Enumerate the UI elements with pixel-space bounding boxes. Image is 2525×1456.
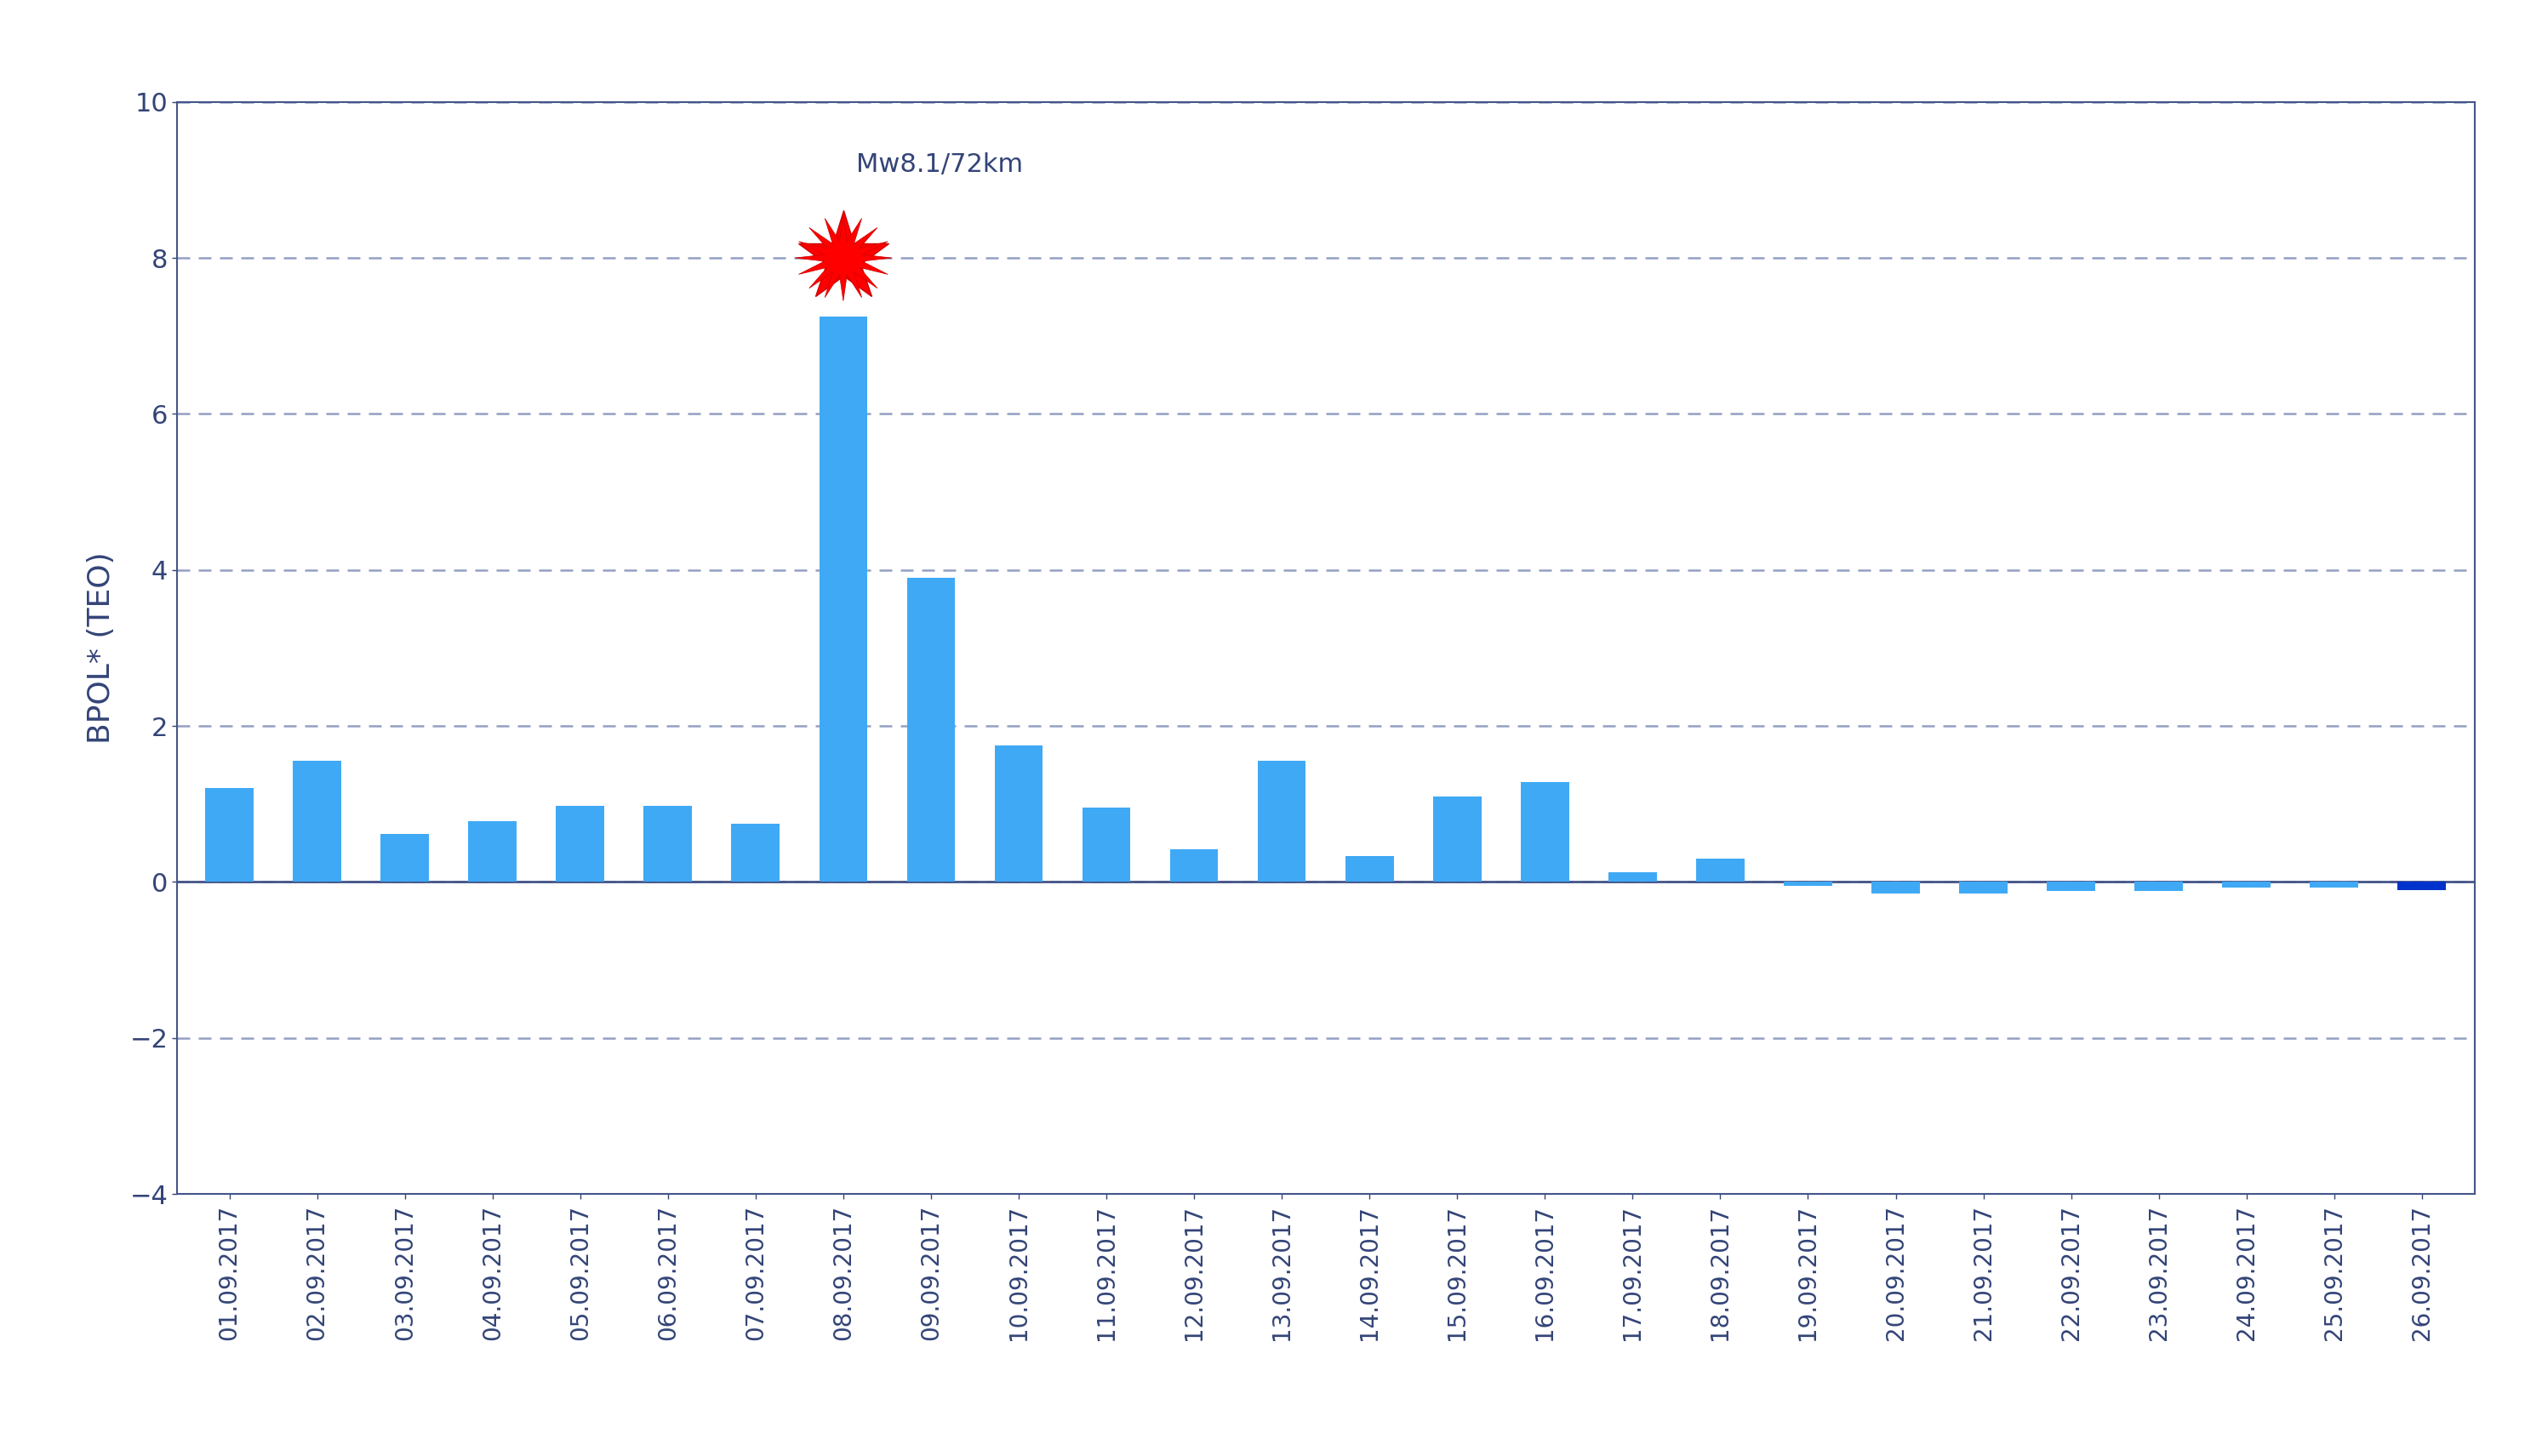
Bar <box>1783 882 1833 885</box>
Bar <box>2134 882 2184 891</box>
Bar <box>1520 782 1568 882</box>
Bar <box>2048 882 2096 891</box>
Bar <box>995 745 1043 882</box>
Bar <box>556 807 603 882</box>
Bar <box>1871 882 1919 894</box>
Bar <box>818 316 869 882</box>
Bar <box>1434 796 1482 882</box>
Bar <box>2399 882 2447 890</box>
Text: Mw8.1/72km: Mw8.1/72km <box>856 153 1023 178</box>
Bar <box>1346 856 1394 882</box>
Bar <box>1169 849 1217 882</box>
Bar <box>732 824 780 882</box>
Bar <box>1257 761 1305 882</box>
Bar <box>205 788 252 882</box>
Bar <box>467 821 518 882</box>
Bar <box>293 761 341 882</box>
Bar <box>2222 882 2270 887</box>
Bar <box>1959 882 2007 894</box>
PathPatch shape <box>795 215 891 301</box>
Bar <box>1083 808 1131 882</box>
Y-axis label: BPOL* (TEO): BPOL* (TEO) <box>86 552 116 744</box>
Bar <box>381 834 429 882</box>
Bar <box>1608 872 1656 882</box>
Bar <box>1697 859 1745 882</box>
Bar <box>644 807 692 882</box>
Bar <box>906 578 954 882</box>
Bar <box>2310 882 2358 887</box>
